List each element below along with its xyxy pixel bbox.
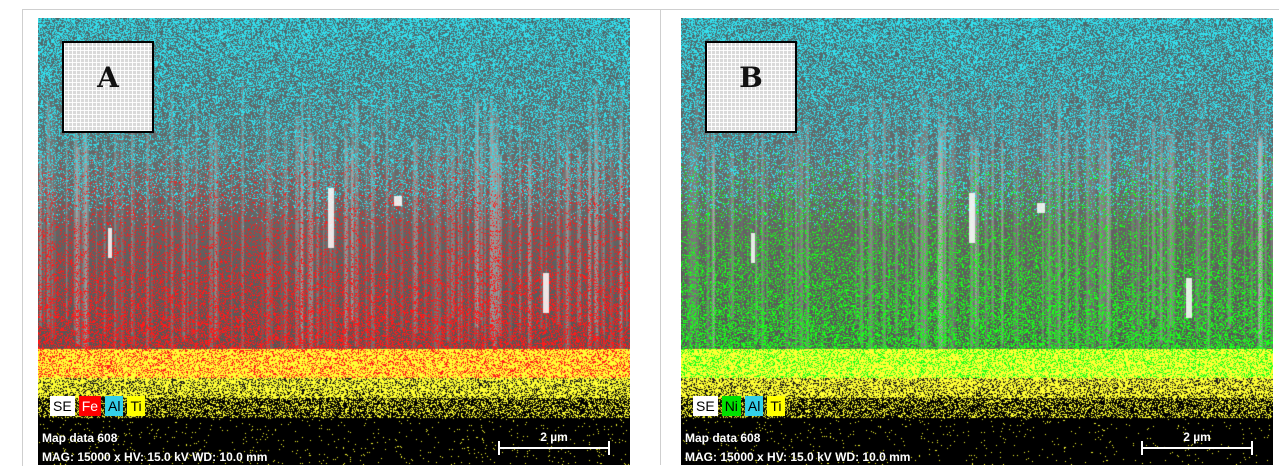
panel-divider — [660, 9, 661, 465]
legend-se: SE — [693, 396, 718, 416]
panel-a-sem-map: A SE Fe Al Ti Map data 608 MAG: 15000 x … — [38, 18, 630, 465]
panel-a-letter: A — [97, 61, 119, 94]
panel-b-scale-bar: 2 µm — [1141, 430, 1253, 455]
figure-frame — [22, 9, 1279, 466]
panel-a-letter-box: A — [62, 41, 154, 133]
panel-a-scale-label: 2 µm — [540, 430, 568, 444]
legend-al: Al — [744, 396, 764, 416]
panel-a-legend: SE Fe Al Ti — [50, 396, 145, 416]
panel-a-map-title: Map data 608 — [42, 431, 118, 445]
panel-b-letter: B — [739, 61, 763, 94]
panel-b-scale-line — [1141, 441, 1253, 455]
panel-b-scale-label: 2 µm — [1183, 430, 1211, 444]
legend-ti: Ti — [767, 396, 785, 416]
legend-fe: Fe — [78, 396, 102, 416]
panel-b-parameters: MAG: 15000 x HV: 15.0 kV WD: 10.0 mm — [685, 450, 911, 464]
panel-b-map-title: Map data 608 — [685, 431, 761, 445]
legend-al: Al — [105, 396, 124, 416]
panel-b-sem-map: B SE Ni Al Ti Map data 608 MAG: 15000 x … — [681, 18, 1273, 465]
panel-b-legend: SE Ni Al Ti — [693, 396, 785, 416]
legend-ti: Ti — [127, 396, 145, 416]
panel-a-scale-bar: 2 µm — [498, 430, 610, 455]
legend-ni: Ni — [721, 396, 741, 416]
panel-a-scale-line — [498, 441, 610, 455]
legend-se: SE — [50, 396, 75, 416]
panel-a-parameters: MAG: 15000 x HV: 15.0 kV WD: 10.0 mm — [42, 450, 268, 464]
panel-b-letter-box: B — [705, 41, 797, 133]
